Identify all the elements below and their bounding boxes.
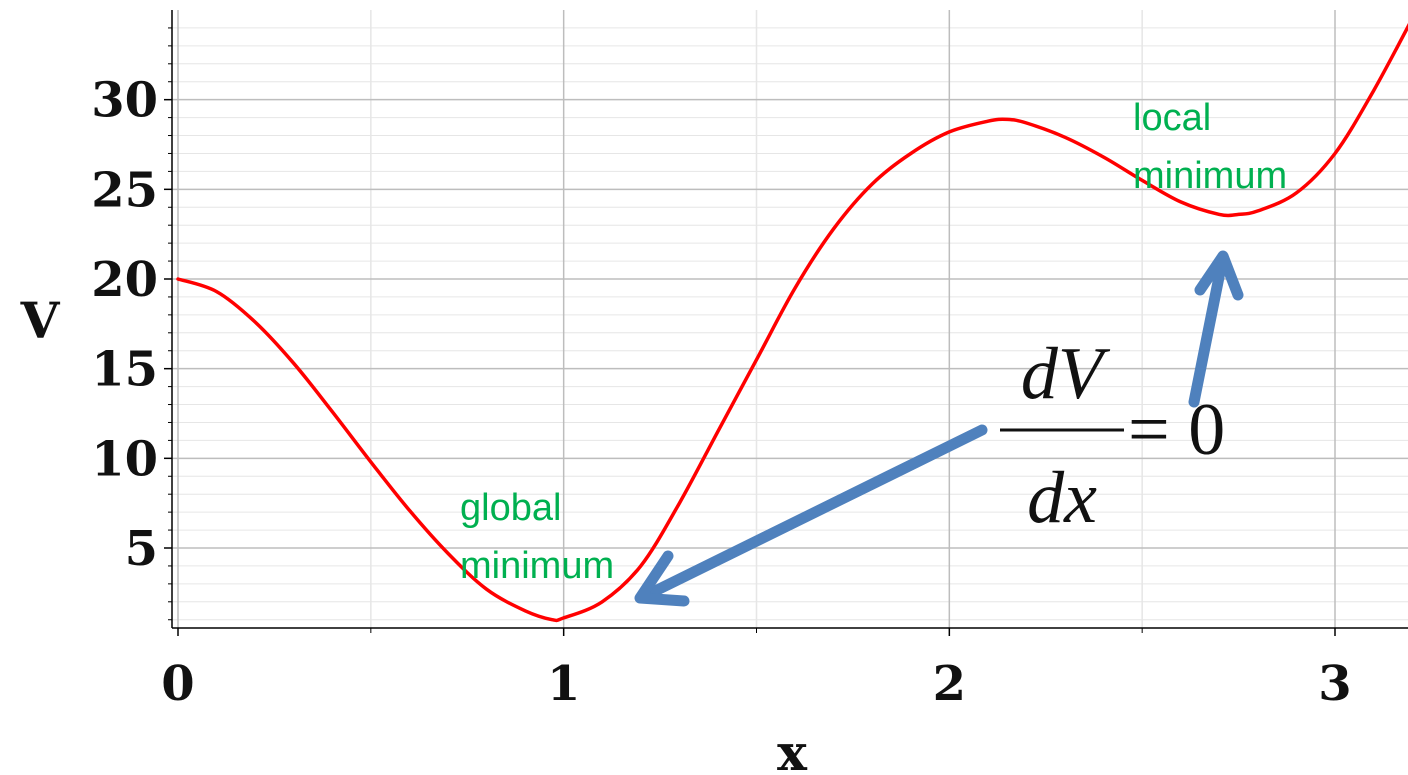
data-point	[485, 587, 489, 591]
y-tick-label: 5	[125, 521, 158, 577]
data-point	[1179, 200, 1183, 204]
data-point	[600, 600, 604, 604]
equation-numerator: dV	[1021, 333, 1111, 415]
major-gridlines	[172, 10, 1408, 628]
data-point	[330, 410, 334, 414]
y-tick-label: 20	[91, 252, 158, 308]
annotation-local-line1: local	[1133, 97, 1211, 139]
equation-rhs: = 0	[1128, 389, 1225, 471]
data-point	[523, 609, 527, 613]
x-tick-label: 2	[933, 656, 966, 712]
data-point	[1333, 151, 1337, 155]
minor-gridlines	[172, 10, 1408, 628]
annotation-local-minimum: local minimum	[1133, 97, 1287, 197]
data-point	[755, 358, 759, 362]
data-point	[677, 501, 681, 505]
data-point	[1217, 212, 1221, 216]
annotation-global-minimum: global minimum	[460, 487, 614, 587]
y-tick-label: 10	[91, 431, 158, 487]
derivative-equation: dV dx = 0	[1000, 333, 1225, 539]
data-point	[986, 119, 990, 123]
axis-ticks	[164, 27, 1336, 636]
data-point	[1237, 212, 1241, 216]
series-points	[176, 17, 1408, 622]
data-point	[1063, 135, 1067, 139]
y-tick-label: 15	[91, 342, 158, 398]
data-point	[1372, 89, 1376, 93]
annotation-local-line2: minimum	[1133, 155, 1287, 197]
y-axis-label: V	[20, 291, 61, 350]
arrow-to-local-minimum	[1188, 250, 1244, 408]
y-tick-labels: 5 10 15 20 25 30	[91, 73, 158, 577]
data-point	[909, 151, 913, 155]
y-tick-label: 25	[91, 162, 158, 218]
data-point	[947, 130, 951, 134]
arrow-to-global-minimum	[634, 424, 988, 607]
x-tick-label: 3	[1318, 656, 1351, 712]
data-point	[446, 551, 450, 555]
data-point	[1102, 155, 1106, 159]
data-point	[832, 227, 836, 231]
data-point	[870, 182, 874, 186]
x-tick-labels: 0 1 2 3	[161, 656, 1351, 712]
axes	[171, 10, 1408, 629]
data-point	[1024, 121, 1028, 125]
data-point	[716, 429, 720, 433]
data-point	[369, 460, 373, 464]
data-point	[1005, 117, 1009, 121]
data-point	[407, 508, 411, 512]
x-tick-label: 0	[161, 656, 194, 712]
data-point	[176, 277, 180, 281]
equation-denominator: dx	[1027, 457, 1097, 539]
data-point	[550, 618, 554, 622]
x-tick-label: 1	[547, 656, 580, 712]
annotation-global-line1: global	[460, 487, 561, 529]
series-line	[176, 22, 1408, 623]
data-point	[292, 361, 296, 365]
data-point	[639, 564, 643, 568]
x-axis-label: x	[777, 723, 808, 775]
data-point	[215, 290, 219, 294]
data-point	[562, 616, 566, 620]
data-point	[1256, 209, 1260, 213]
annotation-global-line2: minimum	[460, 545, 614, 587]
data-point	[253, 320, 257, 324]
y-tick-label: 30	[91, 73, 158, 129]
data-point	[793, 286, 797, 290]
data-point	[1294, 191, 1298, 195]
